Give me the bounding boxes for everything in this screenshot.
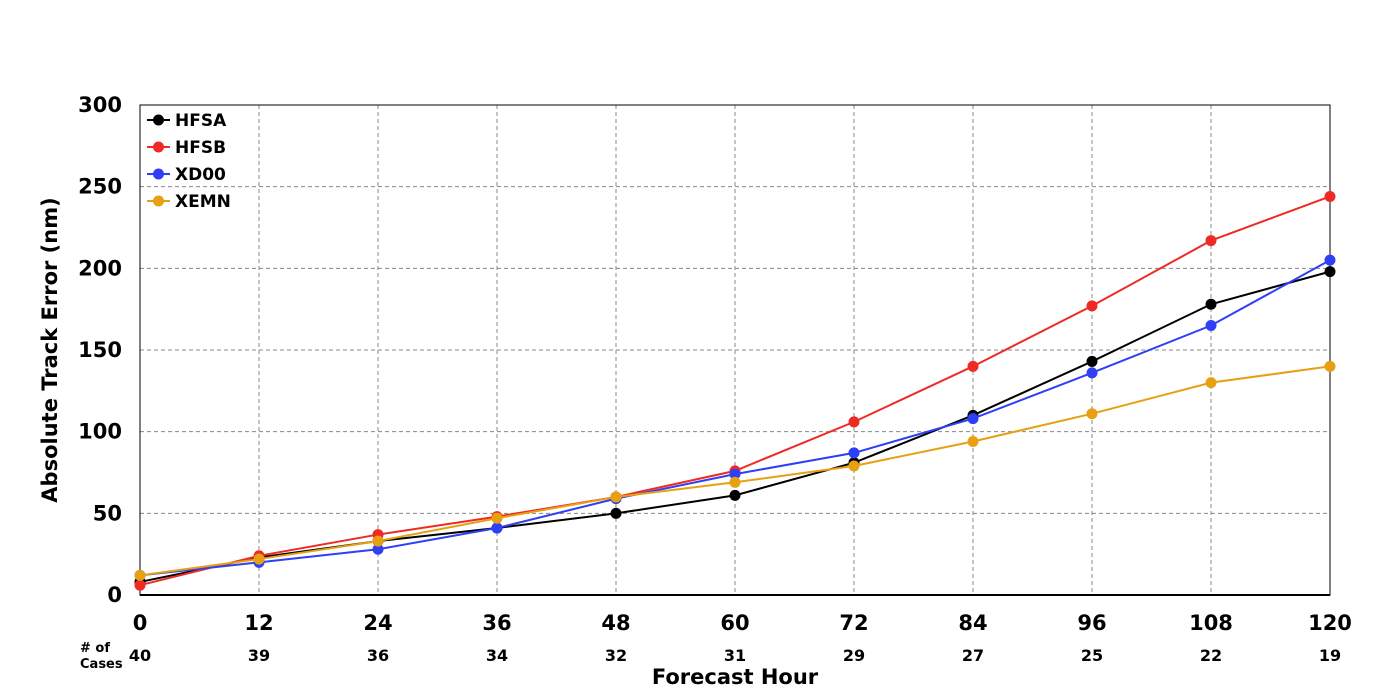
legend-swatch-marker (153, 195, 164, 207)
data-point-xemn (729, 476, 741, 488)
case-count-labels: 40 39 36 34 32 31 29 27 25 22 19 (129, 646, 1341, 665)
legend-item-hfsb: HFSB (147, 138, 226, 158)
data-point-xd00 (729, 468, 741, 480)
data-point-hfsb (967, 360, 979, 372)
series-layer (134, 190, 1336, 591)
cases-label-line2: Cases (80, 657, 123, 672)
y-tick-label: 300 (78, 93, 122, 117)
x-axis-title: Forecast Hour (652, 665, 819, 689)
data-point-hfsb (1324, 190, 1336, 202)
data-point-xemn (1086, 408, 1098, 420)
y-tick-label: 0 (107, 583, 122, 607)
case-count-label: 31 (724, 646, 746, 665)
data-point-xd00 (491, 522, 503, 534)
legend-swatch-marker (153, 114, 164, 126)
series-xemn (134, 360, 1336, 581)
case-count-label: 36 (367, 646, 389, 665)
y-axis-title: Absolute Track Error (nm) (38, 197, 62, 502)
data-point-hfsa (1086, 355, 1098, 367)
x-tick-label: 120 (1308, 611, 1352, 635)
data-point-hfsa (1205, 298, 1217, 310)
data-point-xd00 (1324, 254, 1336, 266)
case-count-label: 39 (248, 646, 270, 665)
data-point-hfsb (1086, 300, 1098, 312)
data-point-hfsb (1205, 235, 1217, 247)
data-point-xd00 (967, 413, 979, 425)
legend-label: XD00 (175, 165, 226, 185)
data-point-hfsb (134, 579, 146, 591)
data-point-xemn (134, 569, 146, 581)
legend-swatch-marker (153, 141, 164, 153)
case-count-label: 34 (486, 646, 508, 665)
case-count-label: 25 (1081, 646, 1103, 665)
legend-item-xd00: XD00 (147, 165, 226, 185)
y-tick-label: 100 (78, 420, 122, 444)
legend-label: HFSA (175, 111, 227, 131)
legend-item-hfsa: HFSA (147, 111, 227, 131)
legend-label: XEMN (175, 192, 231, 212)
x-tick-label: 96 (1077, 611, 1106, 635)
legend-item-xemn: XEMN (147, 192, 231, 212)
grid-layer (140, 105, 1330, 595)
data-point-xd00 (1205, 320, 1217, 331)
case-count-label: 19 (1319, 646, 1341, 665)
x-tick-label: 0 (133, 611, 148, 635)
y-tick-labels: 0 50 100 150 200 250 300 (78, 93, 122, 607)
case-count-label: 27 (962, 646, 984, 665)
data-point-xemn (610, 491, 622, 503)
data-point-hfsa (610, 507, 622, 519)
legend-label: HFSB (175, 138, 226, 158)
legend: HFSA HFSB XD00 XEMN (147, 111, 231, 212)
x-tick-label: 60 (720, 611, 749, 635)
x-tick-labels: 0 12 24 36 48 60 72 84 96 108 120 (133, 611, 1352, 635)
cases-label-line1: # of (80, 641, 110, 656)
x-tick-label: 12 (244, 611, 273, 635)
x-tick-label: 84 (958, 611, 987, 635)
case-count-label: 22 (1200, 646, 1222, 665)
x-tick-label: 72 (839, 611, 868, 635)
data-point-hfsa (1324, 266, 1336, 278)
y-tick-label: 200 (78, 256, 122, 280)
y-tick-label: 50 (93, 501, 122, 525)
data-point-xemn (253, 553, 265, 565)
case-count-label: 32 (605, 646, 627, 665)
data-point-xd00 (1086, 367, 1098, 379)
x-tick-label: 108 (1189, 611, 1233, 635)
y-tick-label: 250 (78, 175, 122, 199)
data-point-xemn (372, 535, 384, 547)
data-point-xemn (848, 460, 860, 472)
data-point-xd00 (372, 543, 384, 555)
legend-swatch-marker (153, 168, 164, 180)
data-point-xemn (1205, 377, 1217, 389)
series-hfsb (134, 190, 1336, 591)
x-tick-label: 36 (482, 611, 511, 635)
y-tick-label: 150 (78, 338, 122, 362)
data-point-hfsb (848, 416, 860, 428)
case-count-label: 40 (129, 646, 151, 665)
data-point-xd00 (848, 447, 860, 459)
data-point-xemn (491, 512, 503, 524)
data-point-xemn (967, 435, 979, 447)
data-point-xemn (1324, 360, 1336, 372)
x-tick-label: 48 (601, 611, 630, 635)
case-count-label: 29 (843, 646, 865, 665)
x-tick-label: 24 (363, 611, 392, 635)
data-point-hfsa (729, 489, 741, 501)
